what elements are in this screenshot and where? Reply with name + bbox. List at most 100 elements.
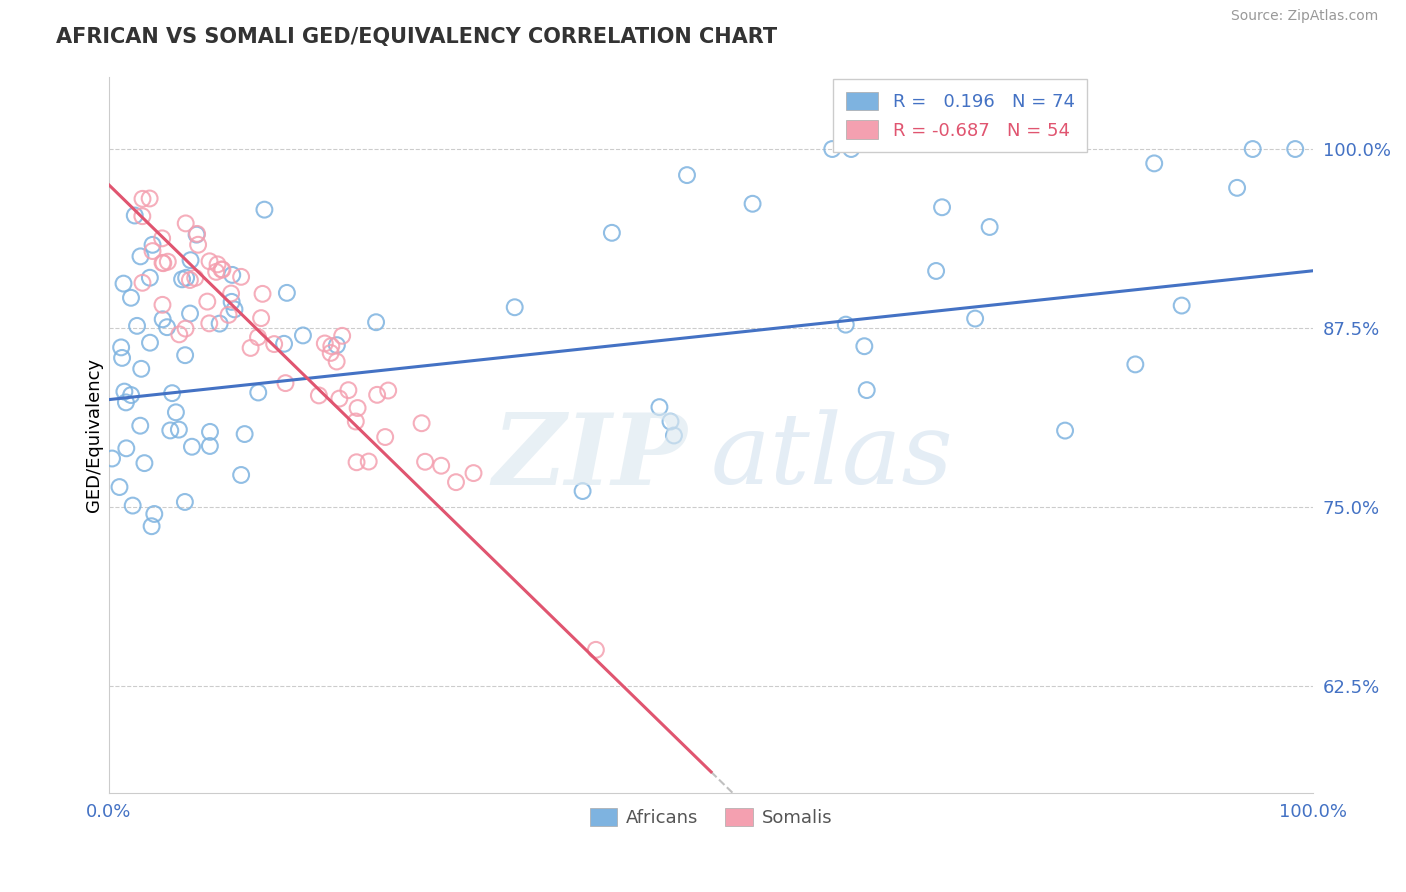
Point [211,262,233,277]
Point [325,354,347,368]
Point [337,383,360,397]
Point [160,386,183,401]
Point [129,361,152,376]
Point [821,142,844,156]
Point [346,455,368,469]
Point [1143,156,1166,170]
Point [152,312,174,326]
Point [1284,142,1306,156]
Point [676,168,699,182]
Point [108,480,131,494]
Point [112,277,135,291]
Point [411,416,433,430]
Point [139,270,162,285]
Point [110,340,132,354]
Point [152,256,174,270]
Point [174,270,197,285]
Point [152,298,174,312]
Point [229,269,252,284]
Point [167,423,190,437]
Point [174,216,197,230]
Point [253,202,276,217]
Point [156,320,179,334]
Point [328,392,350,406]
Point [835,318,858,332]
Point [463,466,485,480]
Text: Source: ZipAtlas.com: Source: ZipAtlas.com [1230,9,1378,23]
Point [330,328,353,343]
Point [150,231,173,245]
Point [124,209,146,223]
Point [965,311,987,326]
Point [115,395,138,409]
Point [208,317,231,331]
Point [273,336,295,351]
Point [648,400,671,414]
Text: AFRICAN VS SOMALI GED/EQUIVALENCY CORRELATION CHART: AFRICAN VS SOMALI GED/EQUIVALENCY CORREL… [56,27,778,46]
Point [247,385,270,400]
Point [131,276,153,290]
Point [224,302,246,317]
Point [141,237,163,252]
Point [221,268,243,282]
Point [925,264,948,278]
Point [219,286,242,301]
Point [179,273,201,287]
Point [139,335,162,350]
Point [186,227,208,241]
Point [120,291,142,305]
Point [662,428,685,442]
Point [184,270,207,285]
Point [413,455,436,469]
Point [131,209,153,223]
Point [1170,299,1192,313]
Point [839,142,862,156]
Point [291,328,314,343]
Point [112,384,135,399]
Text: atlas: atlas [711,409,953,505]
Point [218,308,240,322]
Point [187,237,209,252]
Point [444,475,467,490]
Point [180,253,202,268]
Point [174,348,197,362]
Point [134,456,156,470]
Point [221,294,243,309]
Point [1054,424,1077,438]
Point [129,418,152,433]
Point [314,336,336,351]
Point [931,200,953,214]
Point [174,321,197,335]
Point [364,315,387,329]
Point [233,427,256,442]
Text: ZIP: ZIP [492,409,688,505]
Point [165,405,187,419]
Point [111,351,134,365]
Point [326,338,349,352]
Point [239,341,262,355]
Point [198,425,221,439]
Point [319,346,342,360]
Point [276,285,298,300]
Point [853,339,876,353]
Point [377,384,399,398]
Point [172,272,194,286]
Point [430,458,453,473]
Y-axis label: GED/Equivalency: GED/Equivalency [86,359,103,513]
Point [205,265,228,279]
Point [125,318,148,333]
Point [173,495,195,509]
Point [274,376,297,391]
Point [346,401,368,415]
Point [344,415,367,429]
Point [585,643,607,657]
Point [247,330,270,344]
Point [131,192,153,206]
Point [231,467,253,482]
Point [129,249,152,263]
Point [198,439,221,453]
Point [855,383,877,397]
Point [357,454,380,468]
Point [143,507,166,521]
Point [198,254,221,268]
